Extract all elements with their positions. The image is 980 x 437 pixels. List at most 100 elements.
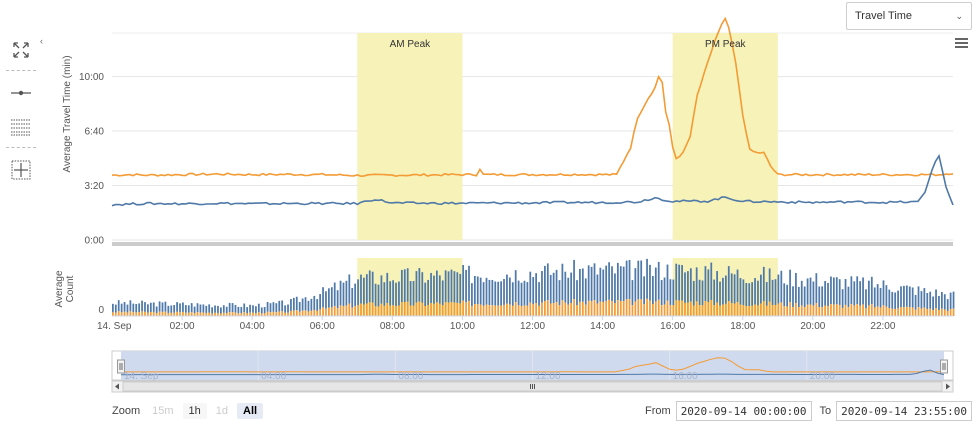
fullscreen-button[interactable] xyxy=(6,36,36,64)
count-bar xyxy=(147,304,149,313)
count-bar xyxy=(187,305,190,313)
count-bar xyxy=(868,305,870,316)
count-bar xyxy=(476,304,479,316)
line-mode-button[interactable] xyxy=(6,79,36,107)
count-bar xyxy=(774,304,777,316)
count-bar xyxy=(377,306,380,316)
count-bar xyxy=(905,306,908,316)
navigator[interactable]: 14. Sep 04:00 08:00 12:00 16:00 20:00 xyxy=(111,350,954,393)
metric-select[interactable]: Travel Time ⌄ xyxy=(846,2,972,30)
count-bar xyxy=(322,307,324,316)
count-bar xyxy=(748,306,751,316)
count-bar xyxy=(246,313,249,316)
count-bar xyxy=(719,281,721,306)
count-bar xyxy=(532,304,535,316)
count-bar xyxy=(754,304,756,316)
count-bar xyxy=(208,312,211,316)
crosshair-mode-button[interactable] xyxy=(6,156,36,184)
count-bar xyxy=(949,292,952,309)
count-bar xyxy=(298,311,301,316)
count-bar xyxy=(783,306,786,316)
count-bar xyxy=(882,280,885,306)
count-bar xyxy=(164,311,167,316)
count-bar xyxy=(900,307,902,316)
count-bar xyxy=(249,312,251,316)
count-bar xyxy=(517,280,520,306)
x-tick-label: 12:00 xyxy=(520,321,545,332)
count-bar xyxy=(614,273,616,304)
x-tick-label: 22:00 xyxy=(870,321,895,332)
to-date-input[interactable]: 2020-09-14 23:55:00 xyxy=(836,401,972,421)
count-bar xyxy=(476,276,479,305)
count-bar xyxy=(301,310,304,316)
count-bar xyxy=(544,300,546,316)
count-bar xyxy=(316,310,319,316)
count-bar xyxy=(675,300,678,316)
count-bar xyxy=(599,301,602,316)
count-bar xyxy=(762,266,765,302)
count-bar xyxy=(698,305,701,316)
count-bar xyxy=(862,277,864,305)
count-bar xyxy=(325,291,327,309)
count-bar xyxy=(243,312,246,316)
count-bar xyxy=(123,302,126,312)
table-mode-button[interactable] xyxy=(6,113,36,141)
bottom-y-axis-title: AverageCount xyxy=(54,270,76,308)
count-bar xyxy=(193,313,196,316)
from-date-input[interactable]: 2020-09-14 00:00:00 xyxy=(675,401,812,421)
count-bar xyxy=(614,303,616,316)
chart-toolbar: ‹ xyxy=(4,36,43,190)
top-grid xyxy=(112,32,953,241)
count-bar xyxy=(272,311,275,316)
count-bar xyxy=(678,264,681,301)
count-bar xyxy=(184,305,187,313)
count-bar xyxy=(135,303,138,313)
count-bar xyxy=(710,262,713,300)
x-tick-label: 10:00 xyxy=(450,321,475,332)
count-bar xyxy=(491,280,494,306)
count-bar xyxy=(602,269,605,303)
count-bar xyxy=(281,311,284,316)
count-bar xyxy=(634,301,637,316)
line-tool-icon xyxy=(11,90,31,96)
count-bar xyxy=(879,287,882,308)
count-bar xyxy=(269,312,272,316)
count-bar xyxy=(739,304,742,316)
count-bar xyxy=(438,303,441,316)
count-bar xyxy=(803,286,806,308)
count-bar xyxy=(806,278,809,305)
count-bar xyxy=(456,302,459,316)
count-bar xyxy=(339,305,342,316)
count-bar xyxy=(847,307,850,316)
zoom-1h-button[interactable]: 1h xyxy=(182,403,207,419)
count-bar xyxy=(144,302,146,312)
navigator-tick-label: 16:00 xyxy=(673,371,698,382)
count-bar xyxy=(447,271,450,303)
collapse-caret-icon[interactable]: ‹ xyxy=(40,36,43,46)
count-bar xyxy=(506,274,508,304)
count-bar xyxy=(406,301,409,316)
count-bar xyxy=(946,310,949,316)
zoom-15m-button[interactable]: 15m xyxy=(152,405,174,417)
x-tick-label: 16:00 xyxy=(660,321,685,332)
zoom-1d-button[interactable]: 1d xyxy=(215,405,229,417)
count-bar xyxy=(935,308,937,316)
count-bar xyxy=(771,279,774,306)
count-bar xyxy=(830,304,832,316)
count-bar xyxy=(535,273,538,304)
count-bar xyxy=(237,313,240,316)
count-bar xyxy=(616,262,619,301)
count-bar xyxy=(263,307,266,314)
count-bar xyxy=(736,302,739,316)
context-menu-button[interactable] xyxy=(952,36,970,50)
zoom-all-button[interactable]: All xyxy=(237,403,264,419)
count-bar xyxy=(190,303,193,313)
count-bar xyxy=(398,305,400,316)
count-bar xyxy=(138,303,141,313)
count-bar xyxy=(284,305,286,313)
count-bar xyxy=(149,302,152,313)
count-bar xyxy=(503,279,505,305)
count-bar xyxy=(710,299,713,316)
count-bar xyxy=(932,310,934,316)
count-bar xyxy=(812,281,815,306)
